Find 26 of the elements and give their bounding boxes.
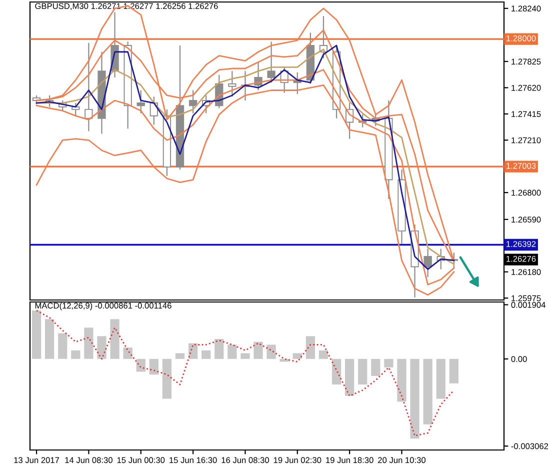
y-tick-label: 1.27415 [512,111,541,118]
y-tick-label: -0.003062 [511,443,548,450]
y-tick-label: 0.001904 [511,302,546,308]
y-tick-label: 1.27620 [512,84,541,91]
y-tick-label: 1.25975 [512,295,541,302]
x-tick-label: 13 Jun 2017 [14,457,60,464]
chart-title: GBPUSD,M30 1.26271 1.26277 1.26256 1.26276 [35,3,218,10]
x-tick-label: 16 Jun 08:30 [222,457,269,464]
x-tick-label: 19 Jun 02:30 [274,457,322,464]
y-tick-label: 1.26800 [512,190,541,196]
y-tick-label: 0.00 [511,356,527,362]
y-tick-label: 1.27210 [512,137,541,144]
ref-line-label: 1.26392 [506,241,536,247]
x-tick-label: 15 Jun 16:30 [170,457,217,464]
ref-line-label: 1.28000 [506,35,536,42]
x-tick-label: 19 Jun 18:30 [326,457,374,464]
x-tick-label: 15 Jun 00:30 [117,457,165,464]
y-tick-label: 1.26180 [512,269,541,275]
x-tick-label: 14 Jun 08:30 [65,457,112,464]
ref-line-label: 1.27003 [506,162,536,169]
y-tick-label: 1.26590 [512,216,541,223]
y-tick-label: 1.28240 [512,6,541,12]
chart-title: MACD(12,26,9) -0.000861 -0.001146 [35,302,172,310]
x-tick-label: 20 Jun 10:30 [378,457,426,464]
y-tick-label: 1.27825 [512,58,541,65]
text: 1.26276 [506,256,536,262]
